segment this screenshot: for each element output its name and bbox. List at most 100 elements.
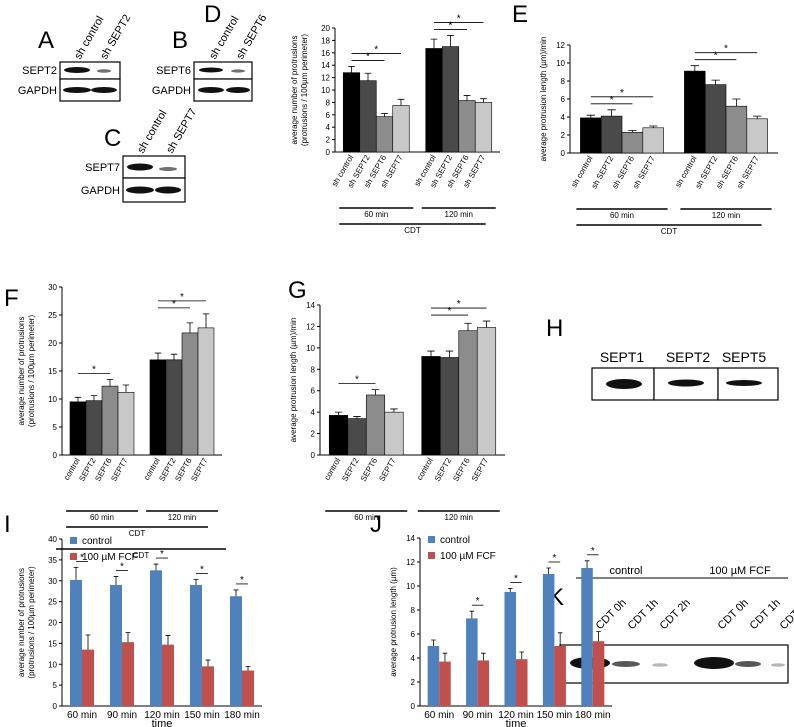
y-axis-label: average protrusion length (µm): [389, 567, 398, 677]
bar: [642, 127, 664, 154]
error-bar: [753, 115, 762, 119]
group-label: 60 min: [610, 211, 634, 220]
row-label: SEPT2: [22, 65, 57, 77]
y-tick-label: 6: [326, 111, 331, 120]
y-tick-label: 8: [561, 77, 566, 86]
band: [606, 379, 642, 389]
significance-label: *: [724, 44, 728, 55]
bar: [477, 660, 490, 706]
band: [63, 87, 91, 93]
group-label: CDT: [404, 226, 421, 235]
x-tick-label: 60 min: [67, 710, 97, 721]
error-bar: [233, 589, 239, 597]
bar: [384, 411, 404, 456]
group-label: CDT: [133, 551, 150, 560]
legend-swatch: [428, 536, 435, 543]
bar: [725, 105, 748, 154]
bar: [474, 102, 493, 153]
significance-label: *: [92, 364, 96, 375]
y-tick-label: 8: [411, 606, 416, 615]
x-tick-label: 150 min: [537, 710, 573, 721]
significance-label: *: [476, 596, 480, 607]
x-tick-label: control: [322, 456, 342, 481]
error-bar: [364, 72, 372, 81]
bar: [592, 641, 605, 706]
bar: [684, 70, 706, 154]
x-tick-label: 180 min: [575, 710, 611, 721]
y-axis-label: average protrusion length (µm)/min: [289, 318, 298, 443]
row-label: GAPDH: [18, 85, 57, 97]
error-bar: [202, 313, 210, 328]
error-bar: [464, 322, 472, 331]
y-tick-label: 0: [53, 451, 58, 460]
group-label: control: [609, 565, 642, 577]
error-bar: [125, 632, 131, 643]
legend-label: control: [82, 536, 112, 547]
band: [159, 167, 177, 171]
bar: [328, 415, 349, 456]
error-bar: [596, 631, 601, 642]
error-bar: [154, 352, 162, 360]
bar: [580, 117, 602, 154]
x-tick-label: 120 min: [498, 710, 534, 721]
panel-letter: F: [4, 285, 19, 312]
y-tick-label: 2: [561, 131, 566, 140]
lane-label: CDT 0h: [716, 597, 751, 632]
y-tick-label: 0: [311, 451, 316, 460]
x-axis-label: time: [152, 718, 173, 727]
band: [694, 657, 734, 669]
band: [231, 69, 245, 73]
y-tick-label: 6: [311, 387, 316, 396]
y-tick-label: 25: [48, 598, 57, 607]
bar: [82, 649, 94, 706]
y-axis-label: average number of protrusions: [17, 568, 26, 677]
y-tick-label: 14: [306, 301, 315, 310]
y-tick-label: 10: [48, 395, 57, 404]
band: [612, 661, 640, 667]
error-bar: [427, 350, 435, 357]
y-tick-label: 10: [556, 59, 565, 68]
bar: [542, 574, 555, 706]
group-label: CDT: [661, 227, 678, 236]
bar: [242, 670, 254, 706]
y-tick-label: 20: [321, 24, 330, 33]
x-tick-label: 120 min: [144, 710, 180, 721]
error-bar: [519, 651, 525, 660]
y-tick-label: 6: [411, 630, 416, 639]
error-bar: [584, 560, 590, 568]
significance-label: *: [172, 299, 176, 310]
bar: [458, 100, 476, 153]
y-tick-label: 14: [406, 534, 415, 543]
error-bar: [469, 610, 475, 619]
band: [155, 186, 181, 194]
significance-label: *: [240, 575, 244, 586]
legend-swatch: [428, 552, 435, 559]
bar: [504, 592, 516, 706]
error-bar: [186, 322, 194, 333]
y-tick-label: 10: [48, 660, 57, 669]
bar: [359, 80, 377, 153]
bar: [392, 105, 410, 153]
band: [735, 661, 761, 667]
bar: [197, 327, 215, 456]
x-tick-label: SEPT7: [470, 456, 491, 483]
lane-label: CDT 1h: [748, 597, 783, 632]
error-bar: [732, 98, 741, 107]
bar: [441, 46, 460, 153]
band: [726, 380, 762, 386]
group-label: 60 min: [364, 210, 388, 219]
significance-label: *: [591, 546, 595, 557]
bar: [347, 418, 367, 456]
error-bar: [463, 95, 471, 101]
lane-label: CDT 0h: [594, 597, 629, 632]
group-label: 120 min: [712, 211, 740, 220]
bar: [554, 646, 566, 706]
panel-letter: E: [512, 1, 528, 28]
legend-label: 100 µM FCF: [82, 552, 138, 563]
bar: [202, 666, 214, 706]
panel-letter: D: [204, 1, 221, 28]
y-tick-label: 8: [311, 365, 316, 374]
blot-h: H SEPT1 SEPT2 SEPT5: [546, 315, 779, 401]
lane-label: CDT 1h: [626, 597, 661, 632]
bar: [117, 391, 135, 456]
